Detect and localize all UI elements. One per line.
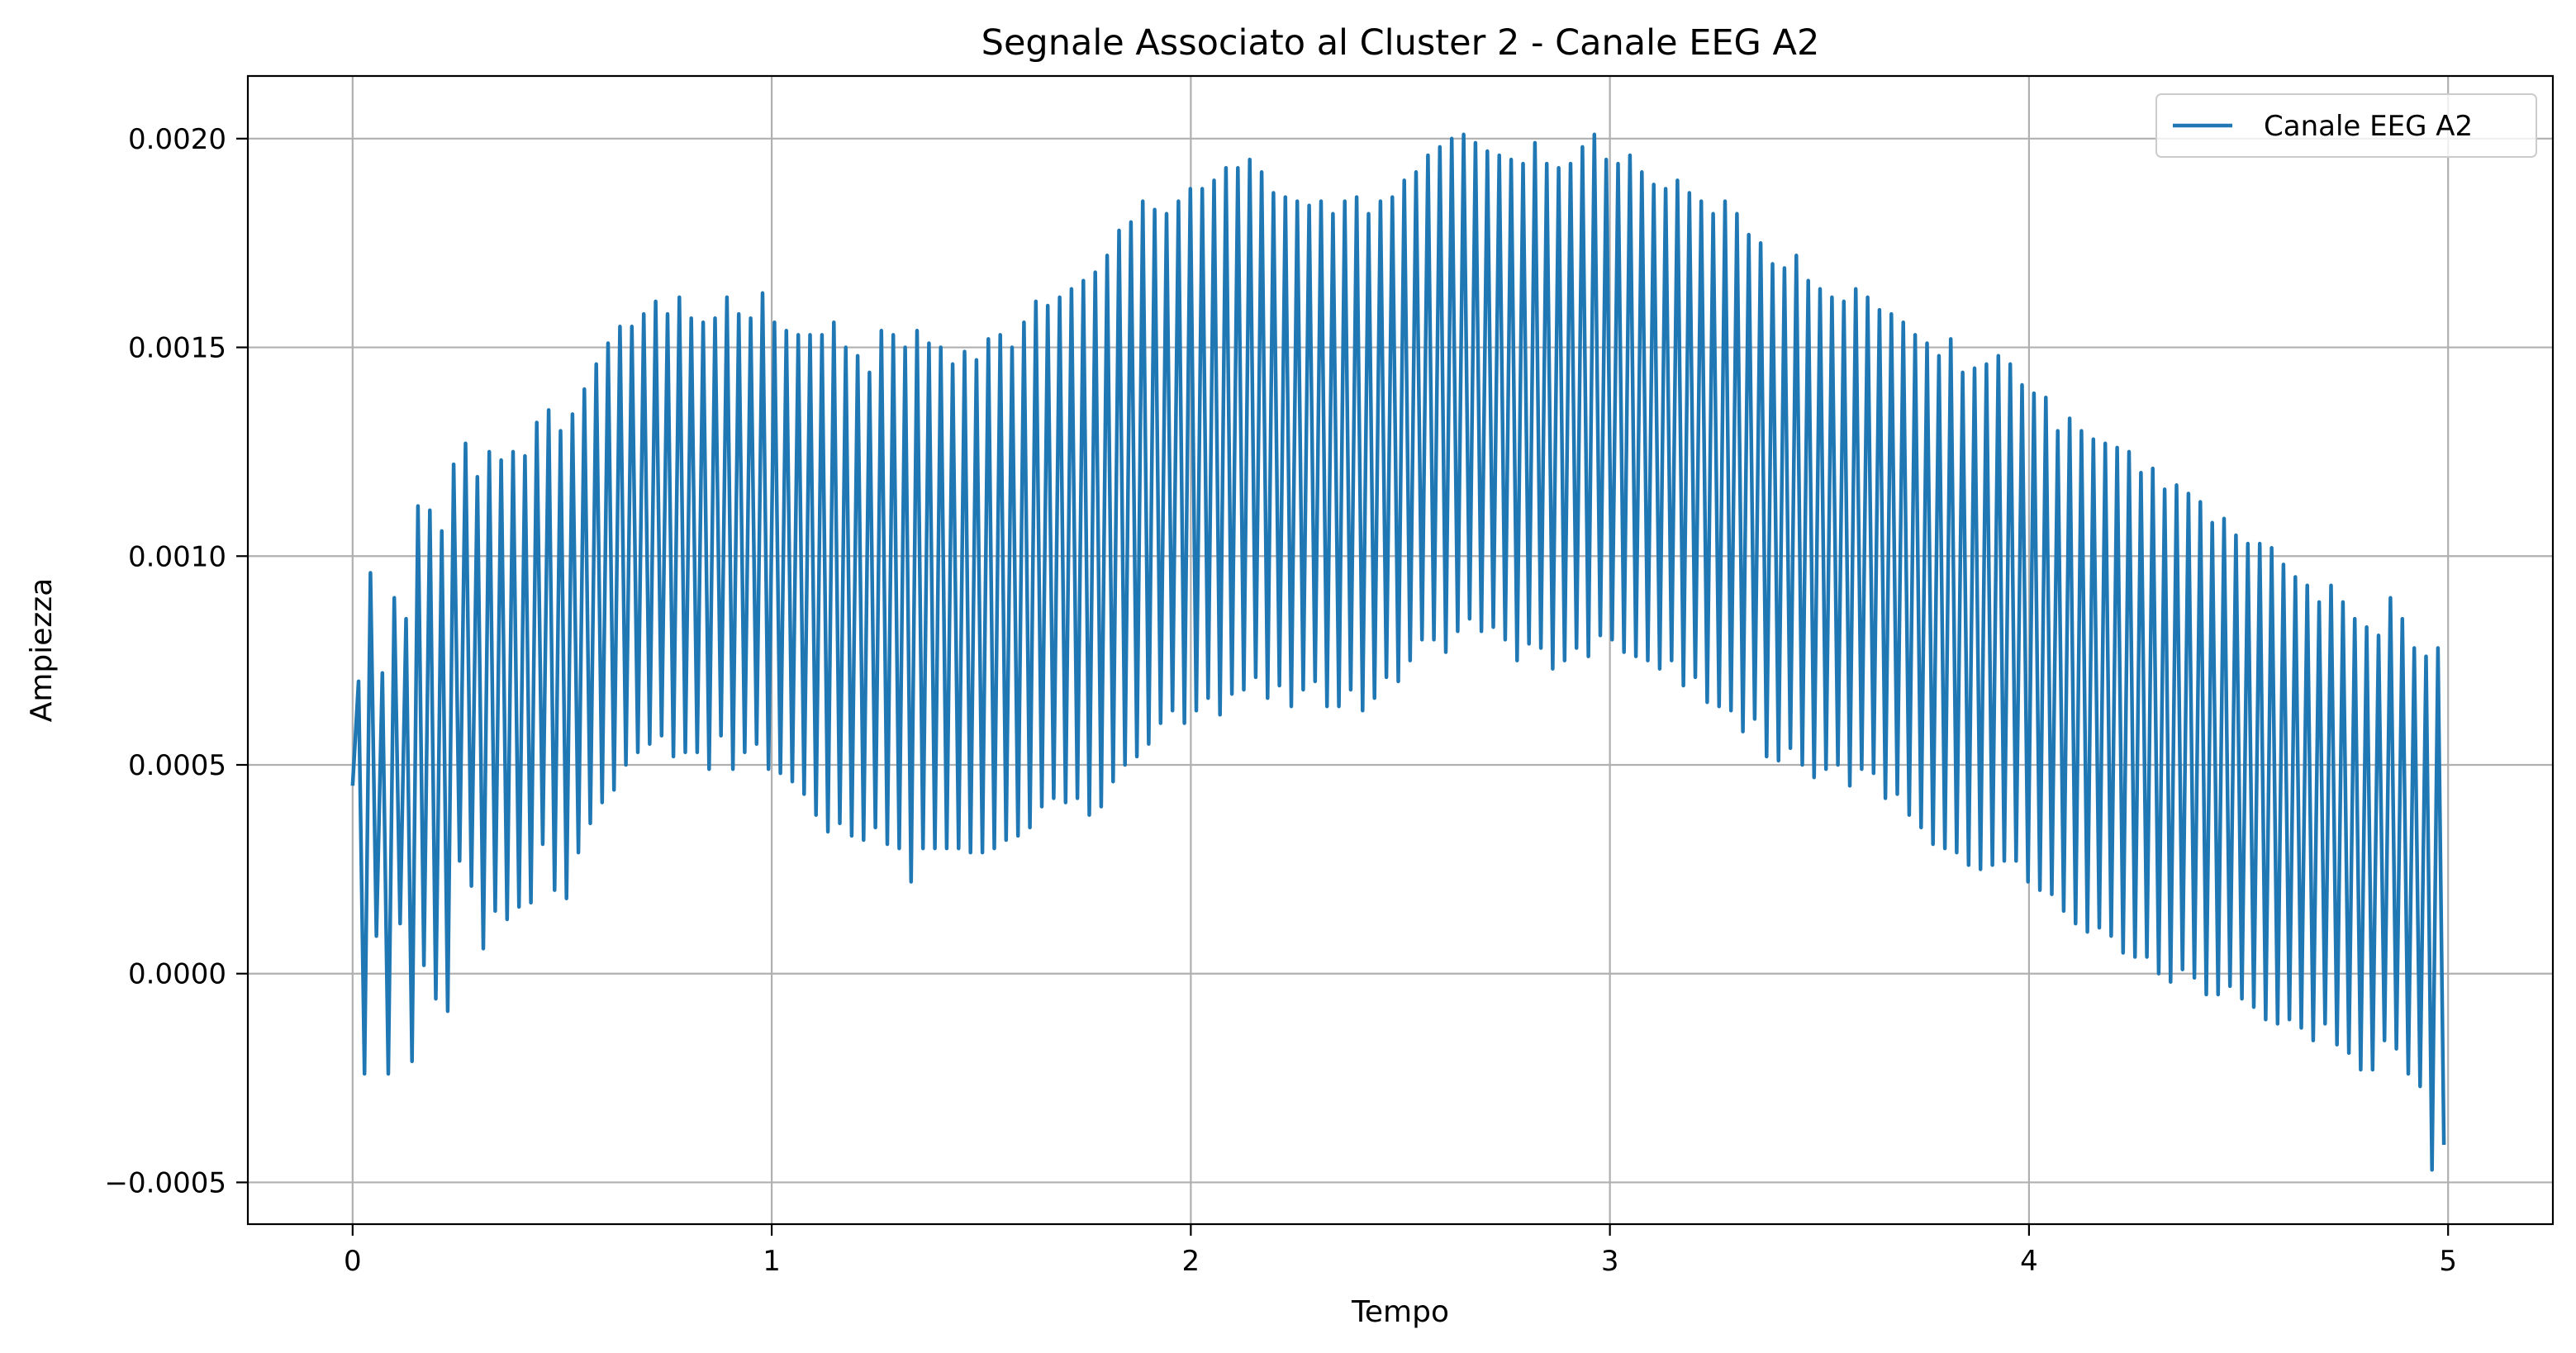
x-tick-label: 4 [2020,1245,2038,1278]
y-tick-label: 0.0020 [128,123,226,156]
y-tick-label: 0.0005 [128,749,226,782]
y-axis-ticks: −0.0005 0.0000 0.0005 0.0010 0.0015 0.0020 [105,123,248,1199]
x-tick-label: 2 [1182,1245,1200,1278]
x-axis-label: Tempo [1351,1295,1449,1329]
plot-area [350,132,2446,1172]
legend-frame [2155,93,2537,158]
x-tick-label: 5 [2439,1245,2457,1278]
y-tick-label: 0.0000 [128,958,226,991]
y-tick-label: 0.0010 [128,540,226,573]
x-axis-ticks: 0 1 2 3 4 5 [344,1224,2457,1278]
plot-frame [246,74,2555,1226]
y-axis-label: Ampiezza [25,578,59,723]
x-tick-label: 1 [763,1245,781,1278]
series-line-canale-eeg-a2 [350,132,2446,1172]
chart-title: Segnale Associato al Cluster 2 - Canale … [981,22,1820,64]
legend-label: Canale EEG A2 [2264,110,2473,143]
legend: Canale EEG A2 [2155,93,2537,158]
x-tick-label: 3 [1601,1245,1619,1278]
x-tick-label: 0 [344,1245,362,1278]
y-tick-label: 0.0015 [128,332,226,365]
y-tick-label: −0.0005 [105,1166,226,1199]
